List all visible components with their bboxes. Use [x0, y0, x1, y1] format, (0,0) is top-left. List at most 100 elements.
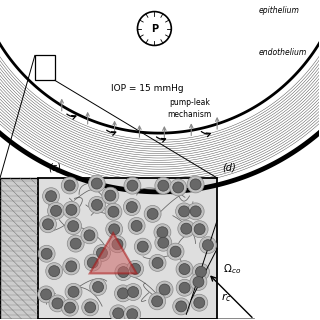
- Circle shape: [170, 179, 187, 196]
- Text: IOP = 15 mmHg: IOP = 15 mmHg: [111, 84, 184, 93]
- Text: $r_c$: $r_c$: [221, 291, 231, 304]
- Circle shape: [102, 187, 119, 204]
- Circle shape: [115, 285, 132, 302]
- Circle shape: [203, 240, 213, 251]
- Circle shape: [124, 177, 141, 194]
- Circle shape: [89, 196, 106, 213]
- Circle shape: [109, 236, 126, 253]
- Circle shape: [43, 188, 60, 204]
- Circle shape: [97, 247, 108, 259]
- Circle shape: [92, 199, 102, 210]
- Circle shape: [138, 12, 171, 45]
- Circle shape: [67, 235, 84, 252]
- Circle shape: [115, 264, 132, 281]
- Circle shape: [63, 258, 80, 275]
- Circle shape: [110, 305, 127, 320]
- Circle shape: [173, 182, 184, 193]
- Circle shape: [93, 244, 110, 261]
- Circle shape: [125, 284, 142, 300]
- Circle shape: [191, 221, 208, 238]
- Circle shape: [173, 298, 190, 315]
- Text: $\Omega_{co}$: $\Omega_{co}$: [223, 263, 241, 276]
- Circle shape: [48, 202, 65, 219]
- Circle shape: [65, 218, 82, 235]
- Circle shape: [85, 302, 96, 313]
- Wedge shape: [186, 319, 254, 320]
- Circle shape: [124, 306, 141, 320]
- Circle shape: [105, 190, 116, 201]
- Text: (c): (c): [48, 163, 61, 173]
- Circle shape: [117, 288, 128, 299]
- Circle shape: [176, 203, 193, 220]
- Circle shape: [52, 298, 63, 309]
- Text: endothelium: endothelium: [259, 48, 307, 57]
- Circle shape: [38, 286, 55, 303]
- Circle shape: [109, 224, 120, 235]
- Circle shape: [61, 177, 78, 194]
- Circle shape: [105, 203, 122, 220]
- Circle shape: [181, 223, 192, 234]
- Circle shape: [64, 302, 76, 313]
- Circle shape: [157, 227, 168, 238]
- Circle shape: [152, 257, 163, 268]
- Circle shape: [149, 293, 166, 310]
- Circle shape: [63, 201, 80, 218]
- Circle shape: [159, 284, 170, 295]
- Circle shape: [84, 230, 95, 241]
- Circle shape: [187, 176, 204, 193]
- Circle shape: [70, 238, 81, 249]
- Circle shape: [156, 281, 173, 298]
- Polygon shape: [90, 233, 137, 273]
- Circle shape: [194, 297, 205, 308]
- Circle shape: [190, 274, 207, 290]
- Circle shape: [112, 239, 123, 250]
- Circle shape: [124, 199, 140, 215]
- Circle shape: [66, 261, 77, 272]
- Bar: [38, 178, 217, 319]
- Circle shape: [127, 260, 144, 277]
- Circle shape: [82, 299, 99, 316]
- Circle shape: [66, 204, 77, 215]
- Text: P: P: [151, 23, 158, 34]
- Circle shape: [45, 191, 57, 202]
- Circle shape: [68, 286, 79, 297]
- Circle shape: [176, 301, 187, 312]
- Circle shape: [41, 248, 52, 259]
- Circle shape: [40, 216, 56, 233]
- Circle shape: [41, 289, 52, 300]
- Circle shape: [154, 224, 171, 241]
- Circle shape: [194, 224, 205, 235]
- Circle shape: [49, 266, 60, 276]
- Circle shape: [137, 241, 148, 252]
- Circle shape: [131, 220, 142, 231]
- Circle shape: [176, 279, 193, 296]
- Circle shape: [38, 245, 55, 262]
- Circle shape: [176, 260, 193, 277]
- Circle shape: [128, 217, 145, 234]
- Circle shape: [196, 266, 206, 277]
- Circle shape: [65, 283, 82, 300]
- Circle shape: [91, 178, 102, 189]
- Circle shape: [190, 179, 201, 190]
- Circle shape: [127, 180, 138, 191]
- Circle shape: [43, 219, 53, 230]
- Circle shape: [191, 294, 208, 311]
- Circle shape: [49, 295, 66, 312]
- Text: epithelium: epithelium: [259, 6, 300, 15]
- Circle shape: [155, 177, 172, 194]
- Circle shape: [61, 299, 78, 316]
- Circle shape: [90, 278, 107, 295]
- Circle shape: [167, 243, 184, 260]
- Circle shape: [187, 203, 204, 220]
- Circle shape: [179, 282, 190, 293]
- Circle shape: [46, 263, 63, 280]
- Circle shape: [68, 221, 79, 232]
- Circle shape: [149, 254, 166, 271]
- Circle shape: [134, 238, 151, 255]
- Circle shape: [126, 202, 137, 212]
- Text: pump-leak
mechanism: pump-leak mechanism: [167, 98, 212, 119]
- Circle shape: [190, 206, 201, 217]
- Circle shape: [158, 180, 169, 191]
- Circle shape: [87, 257, 98, 268]
- Circle shape: [51, 205, 61, 216]
